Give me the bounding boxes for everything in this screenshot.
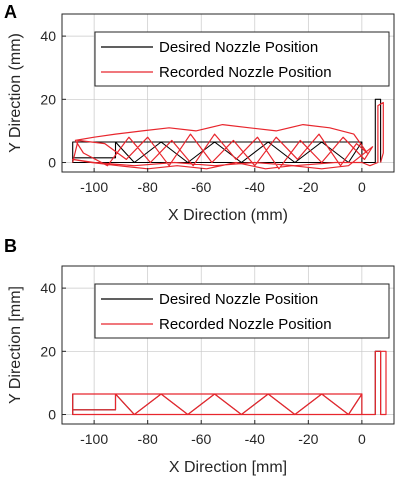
panel-a-letter: A bbox=[4, 2, 17, 22]
panel-b-y-axis-label: Y Direction [mm] bbox=[7, 286, 24, 404]
panel-a-x-axis-label: X Direction (mm) bbox=[168, 207, 288, 224]
panel-a-legend-box bbox=[94, 31, 390, 87]
panel-b: B -100 -80 -60 -40 -20 0 0 20 40 X Direction [m… bbox=[4, 236, 395, 476]
panel-b-x-axis-label: X Direction [mm] bbox=[169, 459, 287, 476]
panel-b-series bbox=[72, 350, 387, 416]
panel-b-legend: Desired Nozzle Position Recorded Nozzle … bbox=[94, 283, 390, 339]
x-tick-label: -40 bbox=[245, 431, 265, 447]
recorded-nozzle-path bbox=[72, 101, 384, 170]
y-tick-label: 0 bbox=[48, 155, 56, 171]
panel-a-y-axis-label: Y Direction (mm) bbox=[7, 33, 24, 153]
x-tick-label: -20 bbox=[298, 431, 318, 447]
panel-b-x-ticks: -100 -80 -60 -40 -20 0 bbox=[80, 420, 366, 447]
y-tick-label: 20 bbox=[40, 91, 56, 107]
panel-a-legend-label-desired: Desired Nozzle Position bbox=[159, 39, 318, 56]
desired-nozzle-path bbox=[72, 98, 382, 164]
y-tick-label: 20 bbox=[40, 343, 56, 359]
x-tick-label: -100 bbox=[80, 431, 108, 447]
panel-a-series bbox=[72, 98, 384, 170]
panel-b-letter: B bbox=[4, 236, 17, 256]
panel-b-axes-frame bbox=[61, 265, 395, 425]
panel-b-y-ticks: 0 20 40 bbox=[40, 280, 66, 423]
x-tick-label: -80 bbox=[138, 431, 158, 447]
x-tick-label: -100 bbox=[80, 179, 108, 195]
x-tick-label: -80 bbox=[138, 179, 158, 195]
panel-b-legend-label-recorded: Recorded Nozzle Position bbox=[159, 316, 332, 333]
x-tick-label: -40 bbox=[245, 179, 265, 195]
recorded-nozzle-path bbox=[72, 350, 387, 416]
panel-b-legend-label-desired: Desired Nozzle Position bbox=[159, 291, 318, 308]
panel-b-legend-box bbox=[94, 283, 390, 339]
desired-nozzle-path bbox=[72, 350, 382, 416]
x-tick-label: -60 bbox=[191, 179, 211, 195]
x-tick-label: -60 bbox=[191, 431, 211, 447]
panel-a-axes-frame bbox=[61, 13, 395, 173]
y-tick-label: 40 bbox=[40, 28, 56, 44]
y-tick-label: 40 bbox=[40, 280, 56, 296]
panel-a: A -100 -80 -60 -40 -20 0 0 20 40 X Direction (m… bbox=[4, 2, 395, 224]
x-tick-label: 0 bbox=[358, 179, 366, 195]
x-tick-label: 0 bbox=[358, 431, 366, 447]
x-tick-label: -20 bbox=[298, 179, 318, 195]
panel-a-x-ticks: -100 -80 -60 -40 -20 0 bbox=[80, 168, 366, 195]
panel-a-y-ticks: 0 20 40 bbox=[40, 28, 66, 171]
panel-a-legend: Desired Nozzle Position Recorded Nozzle … bbox=[94, 31, 390, 87]
panel-a-legend-label-recorded: Recorded Nozzle Position bbox=[159, 64, 332, 81]
y-tick-label: 0 bbox=[48, 407, 56, 423]
